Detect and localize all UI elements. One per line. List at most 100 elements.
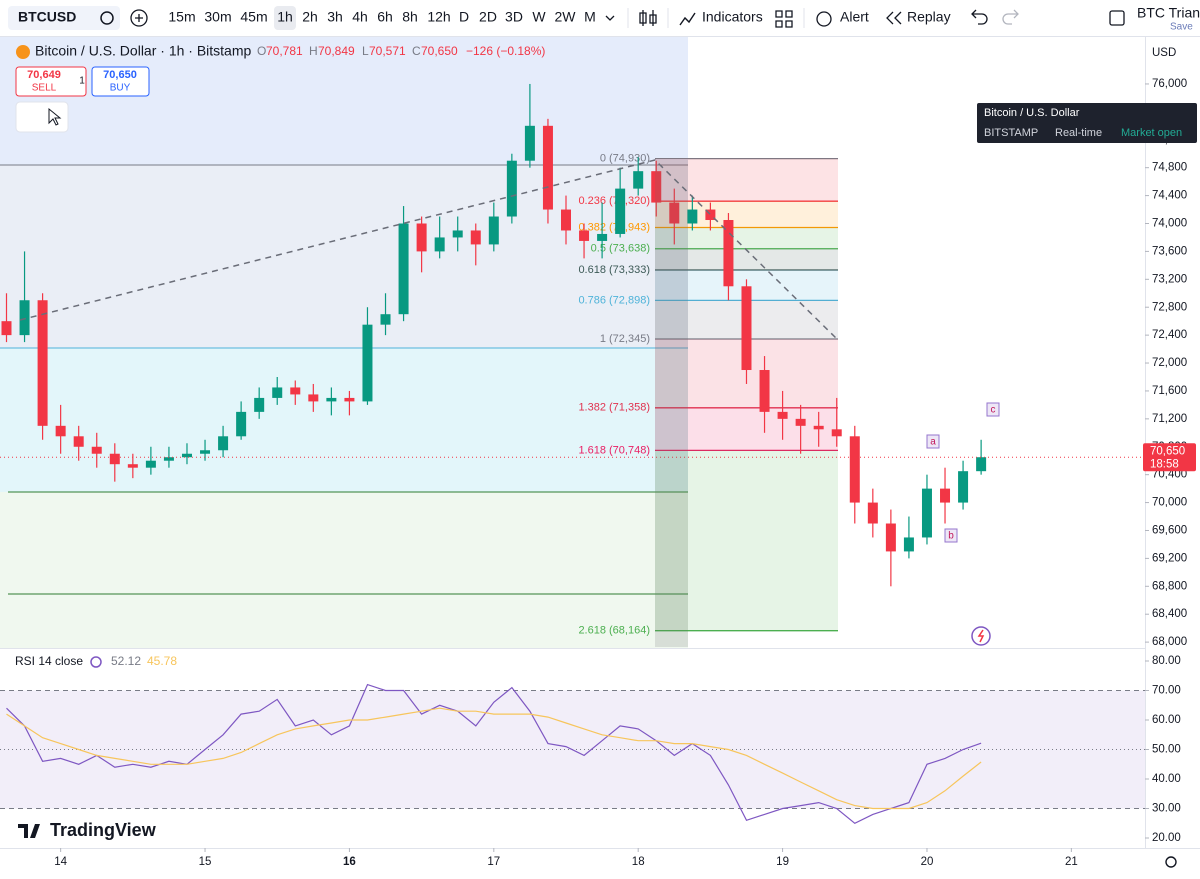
alert-button[interactable]: Alert [840, 9, 869, 25]
rsi-tick-label: 80.00 [1152, 655, 1181, 667]
tooltip-feed: Real-time [1055, 127, 1102, 139]
fib-zone [655, 248, 838, 271]
indicators-icon[interactable] [679, 12, 696, 26]
magic-icon[interactable] [971, 626, 991, 646]
legend-value: 70,650 [421, 44, 458, 58]
replay-button[interactable]: Replay [907, 9, 951, 25]
legend-value: 70,571 [369, 44, 406, 58]
candle-body [633, 171, 644, 189]
symbol-logo [16, 45, 30, 59]
interval-button[interactable]: M [584, 9, 596, 25]
alert-icon[interactable] [816, 11, 832, 27]
tooltip-status: Market open [1121, 127, 1182, 139]
interval-button[interactable]: 15m [168, 9, 195, 25]
interval-button[interactable]: 1h [277, 9, 293, 25]
price-pane: 0 (74,930) 0.236 (74,320) 0.382 (73,943) 0.… [0, 37, 1145, 648]
wave-label[interactable]: b [948, 531, 954, 542]
interval-button[interactable]: D [459, 9, 469, 25]
drawing-toolbar[interactable] [15, 101, 69, 133]
candle-body [831, 429, 842, 437]
symbol[interactable]: BTCUSD [18, 9, 76, 25]
price-tick-label: 71,200 [1152, 413, 1187, 425]
interval-button[interactable]: 2W [555, 9, 577, 25]
interval-button[interactable]: 2D [479, 9, 497, 25]
currency[interactable]: USD [1152, 47, 1176, 59]
fib-label: 0 (74,930) [600, 153, 650, 165]
rsi-tick-label: 70.00 [1152, 685, 1181, 697]
tooltip [977, 103, 1197, 143]
price-tick-label: 73,600 [1152, 245, 1187, 257]
tooltip-name: Bitcoin / U.S. Dollar [984, 107, 1080, 119]
chart-type-button[interactable] [639, 10, 657, 26]
layouts-button[interactable] [775, 10, 793, 28]
price-tick-label: 68,800 [1152, 580, 1187, 592]
symbol-icon[interactable] [100, 11, 114, 25]
candle-body [398, 223, 409, 315]
undo-button[interactable] [971, 9, 988, 25]
interval-button[interactable]: 4h [352, 9, 368, 25]
price-tick-label: 74,000 [1152, 218, 1187, 230]
candle-body [127, 464, 138, 468]
buy-label[interactable]: BUY [110, 83, 131, 94]
last-price-label: 70,650 [1150, 445, 1185, 457]
rsi-line [6, 683, 982, 825]
legend-title[interactable]: Bitcoin / U.S. Dollar · 1h · Bitstamp [35, 43, 252, 59]
sell-button[interactable] [15, 66, 87, 97]
interval-button[interactable]: 30m [204, 9, 231, 25]
interval-button[interactable]: W [532, 9, 546, 25]
symbol-search[interactable] [8, 6, 120, 30]
sell-label[interactable]: SELL [32, 83, 57, 94]
save-button[interactable]: Save [1170, 22, 1193, 33]
candle-body [885, 523, 896, 552]
fib-zone [655, 407, 838, 451]
interval-button[interactable]: 3D [505, 9, 523, 25]
buy-price[interactable]: 70,650 [103, 69, 137, 81]
zone [0, 165, 688, 348]
candle-body [470, 230, 481, 245]
layout-name[interactable]: BTC Triang [1137, 5, 1200, 21]
candle-body [326, 397, 337, 402]
time-tick-label: 21 [1065, 856, 1078, 868]
candle-body [759, 370, 770, 412]
candle-body [452, 230, 463, 238]
candle-body [434, 237, 445, 252]
replay-icon[interactable] [886, 11, 902, 25]
rsi-title[interactable]: RSI 14 close [15, 654, 83, 668]
redo-button[interactable] [1002, 9, 1019, 25]
layout-icon[interactable] [1109, 10, 1125, 26]
interval-button[interactable]: 6h [377, 9, 393, 25]
price-tick-label: 74,400 [1152, 190, 1187, 202]
candle-body [37, 300, 48, 426]
candle-body [308, 394, 319, 402]
candle-body [921, 488, 932, 538]
zone [0, 492, 688, 648]
fib-zone [655, 450, 838, 631]
interval-button[interactable]: 2h [302, 9, 318, 25]
time-tick-label: 14 [54, 856, 67, 868]
price-tick-label: 76,000 [1152, 78, 1187, 90]
indicators-button[interactable]: Indicators [702, 9, 763, 25]
brand: TradingView [50, 820, 157, 840]
wave-box [944, 528, 958, 543]
candle-body [362, 324, 373, 402]
interval-button[interactable]: 3h [327, 9, 343, 25]
candle-body [940, 488, 951, 503]
rsi-value: 52.12 [111, 654, 141, 668]
interval-button[interactable]: 8h [402, 9, 418, 25]
compare-button[interactable] [130, 9, 148, 27]
sell-price[interactable]: 70,649 [27, 69, 61, 81]
settings-button[interactable] [1165, 856, 1177, 868]
candle-body [561, 209, 572, 231]
interval-dropdown[interactable] [605, 15, 615, 21]
legend-change: −126 (−0.18%) [466, 44, 545, 58]
rsi-tick-label: 30.00 [1152, 803, 1181, 815]
interval-button[interactable]: 12h [427, 9, 450, 25]
buy-button[interactable] [91, 66, 150, 97]
time-tick-label: 20 [921, 856, 934, 868]
cursor-tool[interactable] [48, 107, 62, 126]
interval-button[interactable]: 45m [240, 9, 267, 25]
wave-label[interactable]: c [991, 405, 996, 416]
trend-line [19, 159, 839, 341]
selection-overlay [655, 160, 688, 647]
wave-label[interactable]: a [930, 437, 936, 448]
